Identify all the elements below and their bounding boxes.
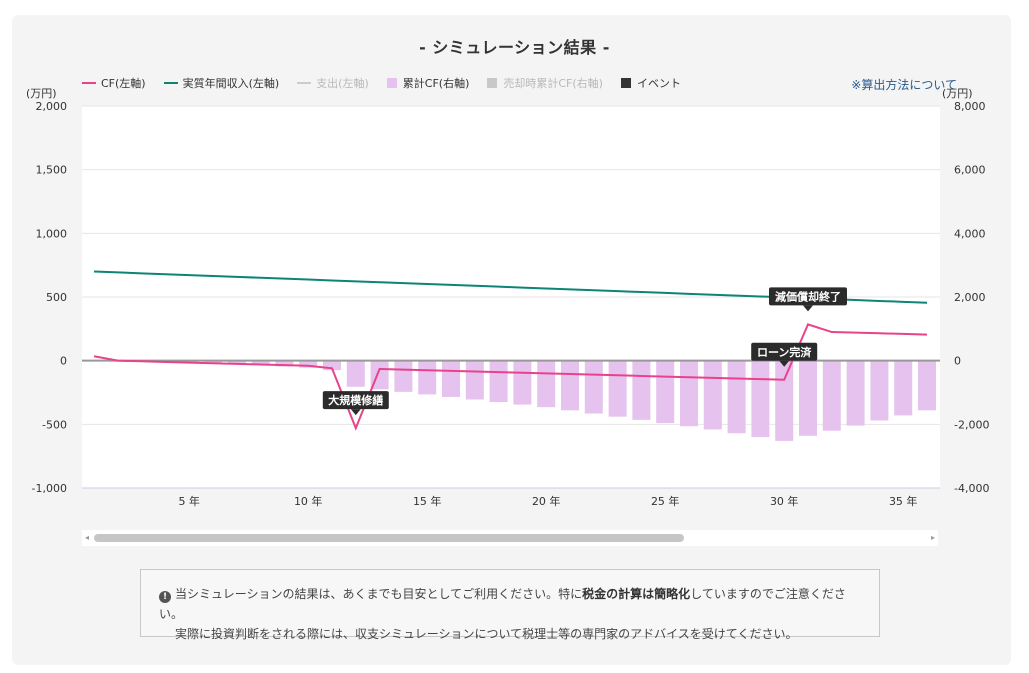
y-right-tick-label: -2,000 <box>954 418 989 431</box>
bar <box>442 360 460 397</box>
bar <box>537 360 556 408</box>
legend-label: 売却時累計CF(右軸) <box>503 77 603 90</box>
event-pointer <box>350 409 361 416</box>
y-left-tick-label: -500 <box>42 418 67 431</box>
bar <box>632 360 651 420</box>
page-title: - シミュレーション結果 - <box>419 38 610 57</box>
y-right-tick-label: -4,000 <box>954 482 989 495</box>
bar <box>251 360 270 366</box>
x-tick-label: 30 年 <box>770 494 799 508</box>
scroll-right-arrow-icon[interactable]: ▸ <box>930 533 935 542</box>
notice-text-2: していますのでご注意ください。 <box>159 587 846 621</box>
y-left-tick-label: 1,500 <box>36 164 68 177</box>
legend-swatch <box>163 82 178 84</box>
scroll-thumb[interactable] <box>94 534 684 542</box>
legend-swatch <box>82 82 96 84</box>
x-tick-label: 35 年 <box>889 494 918 508</box>
y-right-tick-label: 4,000 <box>954 227 986 240</box>
bar <box>227 360 246 364</box>
legend-swatch <box>620 78 631 88</box>
bar <box>870 360 889 421</box>
event-marker <box>322 391 389 410</box>
legend-item[interactable]: CF(左軸) <box>82 75 146 91</box>
event-pointer <box>779 360 790 367</box>
bar <box>775 360 794 441</box>
right-axis-unit: (万円) <box>942 87 973 100</box>
event-label: 減価償却終了 <box>775 289 841 303</box>
simulation-chart: -1,000 -500 0 500 1,000 1,500 2,000 -4,000 -2,00… <box>32 100 990 508</box>
x-tick-label: 15 年 <box>413 494 442 508</box>
y-left-tick-label: 0 <box>60 355 67 368</box>
y-left-tick-label: 1,000 <box>36 227 68 240</box>
bar <box>346 360 365 387</box>
y-right-tick-label: 0 <box>954 355 961 368</box>
bar <box>799 360 817 436</box>
legend-item[interactable]: 売却時累計CF(右軸) <box>487 75 603 91</box>
bar <box>394 360 413 392</box>
bar <box>656 360 675 424</box>
event-label: 大規模修繕 <box>328 393 383 407</box>
bar <box>727 360 746 434</box>
legend-label: イベント <box>636 77 681 90</box>
exclamation-icon: ! <box>159 591 171 603</box>
event-marker <box>751 342 818 361</box>
bar <box>465 360 484 400</box>
notice-bold-text: 税金の計算は簡略化 <box>582 587 691 601</box>
notice-line-1: ! 当シミュレーションの結果は、あくまでも目安としてご利用ください。特に税金の計算… <box>159 584 865 624</box>
bar <box>894 360 913 416</box>
legend-swatch <box>386 78 397 88</box>
y-right-tick-label: 8,000 <box>954 100 986 113</box>
bar <box>513 360 532 405</box>
x-tick-label: 20 年 <box>532 494 561 508</box>
event-marker <box>769 287 847 306</box>
event-pointer <box>803 305 813 312</box>
y-left-tick-label: -1,000 <box>32 482 67 495</box>
legend-label: CF(左軸) <box>101 77 146 90</box>
left-axis-unit: (万円) <box>26 87 57 100</box>
chart-scrollbar[interactable]: ◂ ▸ <box>82 530 938 546</box>
scroll-left-arrow-icon[interactable]: ◂ <box>85 533 90 542</box>
event-label: ローン完済 <box>757 345 812 359</box>
bar <box>751 360 770 438</box>
legend-label: 実質年間収入(左軸) <box>182 77 280 90</box>
x-tick-label: 25 年 <box>651 494 680 508</box>
series-line <box>93 323 928 431</box>
x-tick-label: 10 年 <box>294 494 323 508</box>
bar <box>323 360 341 371</box>
bar <box>822 360 841 431</box>
bar <box>918 360 936 411</box>
bar <box>204 360 222 364</box>
bar <box>561 360 579 411</box>
legend-item[interactable]: 累計CF(右軸) <box>386 75 470 91</box>
bar <box>418 360 437 395</box>
notice-text-1: 当シミュレーションの結果は、あくまでも目安としてご利用ください。特に <box>175 587 583 601</box>
bar <box>703 360 722 430</box>
y-left-tick-label: 2,000 <box>36 100 68 113</box>
legend-swatch <box>297 82 312 84</box>
chart-legend: CF(左軸) 実質年間収入(左軸) 支出(左軸) 累計CF(右軸) 売却時累計CF(右軸… <box>82 75 699 91</box>
bar <box>846 360 865 426</box>
calc-method-link[interactable]: ※算出方法について <box>851 78 957 92</box>
bar <box>299 360 318 368</box>
bar <box>584 360 603 414</box>
notice-line-2: 実際に投資判断をされる際には、収支シミュレーションについて税理士等の専門家のアド… <box>175 627 798 641</box>
legend-item[interactable]: 実質年間収入(左軸) <box>163 75 280 91</box>
x-tick-label: 5 年 <box>178 494 200 508</box>
y-left-tick-label: 500 <box>46 291 67 304</box>
legend-label: 累計CF(右軸) <box>402 77 470 90</box>
bar <box>680 360 698 427</box>
y-right-tick-label: 6,000 <box>954 164 986 177</box>
legend-item[interactable]: 支出(左軸) <box>297 75 369 91</box>
bar <box>275 360 294 367</box>
bar <box>489 360 508 403</box>
legend-label: 支出(左軸) <box>316 77 369 90</box>
bar <box>608 360 627 417</box>
legend-item[interactable]: イベント <box>620 75 681 91</box>
y-right-tick-label: 2,000 <box>954 291 986 304</box>
disclaimer-notice: ! 当シミュレーションの結果は、あくまでも目安としてご利用ください。特に税金の計算… <box>140 569 880 641</box>
legend-swatch <box>487 78 498 88</box>
